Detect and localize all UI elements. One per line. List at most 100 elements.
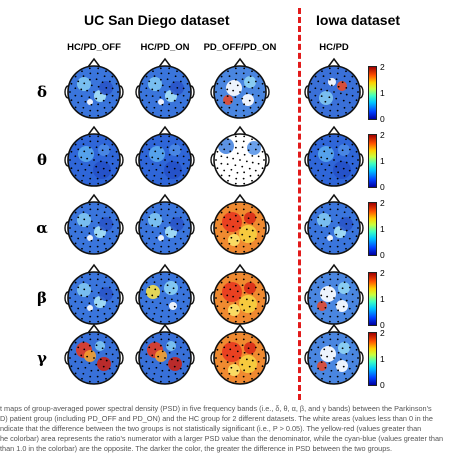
electrode-dot [257, 155, 260, 158]
electrode-dot [333, 357, 335, 359]
electrode-dot [251, 352, 254, 355]
topomap-iowa-0 [304, 57, 364, 119]
electrode-dot [105, 111, 107, 114]
electrode-dot [172, 347, 175, 350]
electrode-dot [314, 162, 317, 165]
electrode-dot [186, 82, 189, 85]
electrode-dot [102, 235, 105, 238]
activity-patch [168, 357, 182, 371]
electrode-dot [351, 143, 354, 146]
activity-patch [338, 144, 350, 156]
activity-patch [319, 91, 333, 105]
electrode-dot [111, 360, 114, 363]
electrode-dot [111, 162, 114, 165]
electrode-dot [235, 109, 238, 112]
electrode-dot [70, 99, 73, 102]
electrode-dot [249, 143, 252, 146]
electrode-dot [263, 91, 265, 93]
electrode-dot [105, 247, 107, 250]
electrode-dot [157, 225, 160, 228]
electrode-dot [182, 87, 185, 90]
electrode-dot [155, 100, 158, 103]
electrode-dot [336, 278, 339, 281]
electrode-dot [96, 208, 99, 211]
electrode-dot [236, 369, 239, 372]
electrode-dot [173, 365, 176, 368]
electrode-dot [148, 148, 151, 151]
electrode-dot [321, 111, 323, 114]
electrode-dot [243, 351, 246, 354]
electrode-dot [257, 75, 260, 78]
electrode-dot [357, 357, 359, 359]
column-header-hc-pd-iowa: HC/PD [319, 42, 349, 53]
electrode-dot [88, 232, 91, 235]
electrode-dot [77, 216, 80, 219]
electrode-dot [215, 297, 217, 299]
electrode-dot [141, 167, 144, 170]
head-outline [138, 201, 192, 255]
electrode-dot [234, 320, 237, 323]
electrode-dot [220, 155, 223, 158]
electrode-dot [343, 143, 346, 146]
activity-patch [317, 301, 327, 311]
electrode-dot [77, 101, 80, 104]
electrode-dot [145, 106, 148, 109]
electrode-dot [323, 218, 326, 221]
electrode-dot [247, 287, 250, 290]
electrode-dot [148, 346, 151, 349]
electrode-dot [159, 214, 162, 217]
activity-patch [164, 161, 182, 179]
electrode-dot [355, 167, 358, 170]
electrode-dot [251, 317, 253, 320]
electrode-dot [168, 103, 171, 106]
electrode-dot [176, 247, 178, 250]
electrode-dot [151, 231, 154, 234]
electrode-dot [220, 312, 223, 315]
electrode-dot [342, 235, 345, 238]
nose-outline [158, 193, 172, 204]
electrode-dot [117, 91, 119, 93]
electrode-dot [82, 174, 85, 177]
electrode-dot [317, 286, 320, 289]
electrode-dot [310, 305, 313, 308]
electrode-dot [335, 146, 338, 149]
topomap-2-1 [135, 193, 195, 255]
electrode-dot [70, 82, 73, 85]
electrode-dot [99, 358, 102, 361]
electrode-dot [102, 167, 105, 170]
electrode-dot [105, 179, 107, 182]
nose-outline [233, 323, 247, 334]
electrode-dot [321, 276, 323, 279]
electrode-dot [155, 306, 158, 309]
electrode-dot [348, 286, 351, 289]
electrode-dot [228, 341, 231, 344]
electrode-dot [335, 78, 338, 81]
electrode-dot [314, 353, 317, 356]
electrode-dot [84, 100, 87, 103]
electrode-dot [322, 143, 325, 146]
electrode-dot [243, 171, 246, 174]
electrode-dot [329, 245, 332, 248]
electrode-dot [236, 309, 239, 312]
electrode-dot [322, 372, 325, 375]
electrode-dot [161, 350, 164, 353]
electrode-dot [145, 312, 148, 315]
electrode-dot [90, 309, 93, 312]
electrode-dot [235, 375, 238, 378]
electrode-dot [236, 290, 239, 293]
electrode-dot [339, 228, 342, 231]
electrode-dot [328, 214, 331, 217]
electrode-dot [257, 312, 260, 315]
activity-patch [333, 161, 351, 179]
electrode-dot [328, 182, 331, 185]
electrode-dot [176, 229, 179, 232]
electrode-dot [159, 96, 162, 99]
electrode-dot [182, 75, 185, 78]
electrode-dot [167, 208, 170, 211]
electrode-dot [230, 306, 233, 309]
electrode-dot [140, 91, 142, 93]
topomap-2-2 [210, 193, 270, 255]
activity-patch [158, 99, 164, 105]
electrode-dot [88, 146, 91, 149]
electrode-dot [74, 75, 77, 78]
